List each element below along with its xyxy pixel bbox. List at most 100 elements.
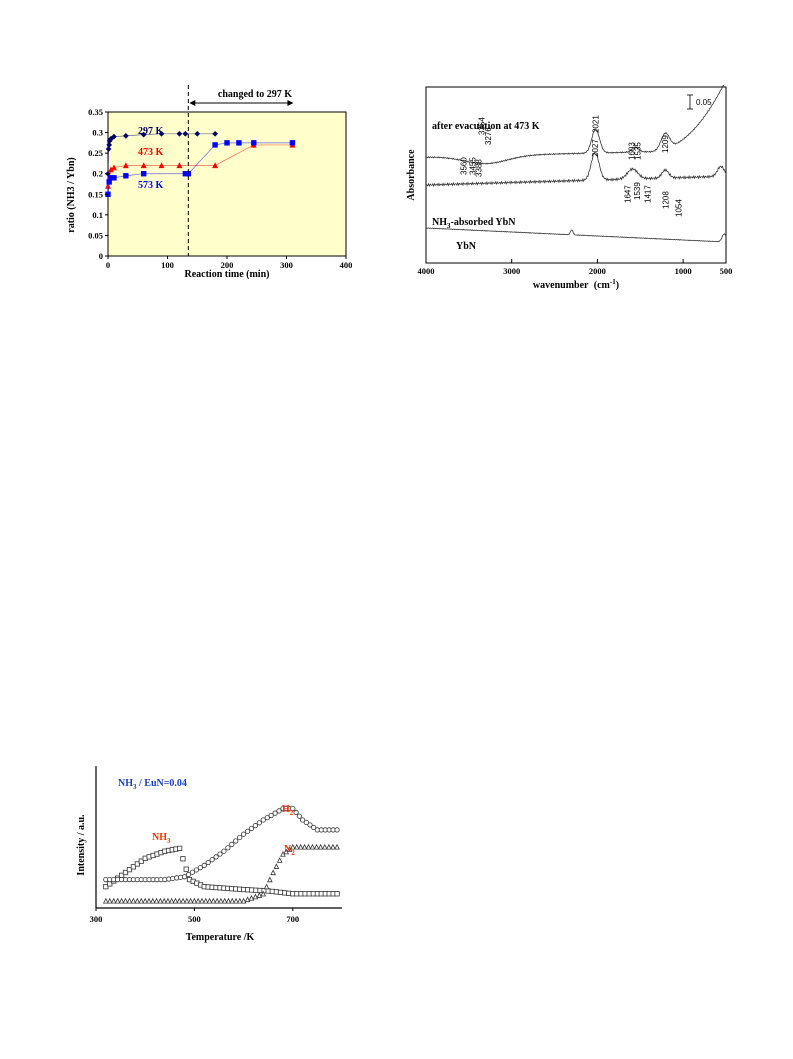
data-point (141, 171, 147, 177)
series-label-473k: 473 K (138, 147, 164, 158)
peak-label: 1417 (643, 185, 652, 203)
data-point (197, 865, 203, 871)
data-point (229, 897, 236, 904)
x-axis-label-sup: -1 (610, 278, 616, 286)
x-tick-label: 100 (161, 260, 174, 270)
peak-label: 3560 (460, 157, 469, 175)
peak-label: 3455 (469, 157, 478, 175)
data-point (252, 893, 259, 900)
data-point (199, 897, 205, 904)
peak-label: 1603 (627, 142, 636, 160)
series-label-n2: N2 (284, 844, 295, 857)
arrow-head-left (189, 100, 196, 106)
data-point (260, 817, 266, 823)
data-point (221, 848, 227, 854)
y-tick-label: 0 (99, 251, 103, 261)
y-tick-label: 0.05 (88, 230, 103, 240)
data-point (300, 817, 306, 823)
data-point (229, 841, 235, 847)
data-point (326, 843, 332, 850)
data-point (244, 896, 251, 903)
data-point (296, 813, 302, 819)
x-axis-label: wavenumber (cm-1) (533, 278, 619, 291)
data-point (122, 897, 129, 904)
data-point (142, 897, 149, 904)
data-point (158, 162, 165, 169)
data-point (134, 861, 140, 867)
data-point (334, 827, 340, 833)
data-point (212, 162, 219, 169)
x-tick-label: 700 (286, 914, 299, 924)
data-point (233, 897, 239, 904)
data-point (236, 140, 242, 146)
data-point (248, 894, 255, 901)
x-axis-label-text: wavenumber (533, 280, 589, 291)
data-point (248, 825, 255, 832)
x-axis-label-unit: (cm (594, 280, 611, 291)
series-label-h2: H2 (282, 804, 294, 817)
data-point (266, 876, 273, 883)
x-tick-label: 2000 (589, 266, 606, 276)
peak-label: 1054 (675, 199, 684, 217)
data-point (236, 897, 243, 904)
data-point (122, 162, 129, 169)
x-tick-label: 1000 (675, 266, 692, 276)
y-axis-label: Intensity / a.u. (76, 814, 87, 876)
data-point (256, 892, 263, 898)
x-tick-label: 200 (221, 260, 234, 270)
data-point (202, 897, 209, 904)
curve-label-ybn: YbN (456, 241, 477, 252)
data-point (301, 843, 308, 850)
x-tick-label: 3000 (503, 266, 520, 276)
data-point (111, 175, 117, 181)
curve-label-nh3-absorbed: NH3-absorbed YbN (432, 217, 516, 230)
data-point (309, 843, 316, 850)
data-point (189, 869, 196, 875)
data-point (289, 843, 296, 850)
data-point (194, 130, 201, 137)
peak-label: 1647 (624, 185, 633, 203)
data-point (237, 834, 243, 841)
data-point (172, 897, 179, 904)
data-point (273, 863, 280, 869)
arrow-head-right (287, 100, 294, 106)
data-point (146, 897, 152, 904)
data-point (126, 867, 133, 873)
data-point (138, 897, 145, 904)
data-point (260, 890, 267, 897)
data-point (103, 884, 109, 890)
data-point (214, 897, 220, 904)
data-point (182, 130, 189, 137)
peak-label: 2021 (592, 115, 601, 133)
adsorption-ratio-chart: 0 100 200 300 400 0 0.05 0.1 0.15 0.2 0.25 0.3 0.35 … (60, 85, 360, 285)
data-point (241, 831, 247, 837)
peak-label: 2027 (591, 139, 600, 157)
data-point (209, 857, 215, 863)
series-label-297k: 297 K (138, 126, 164, 137)
data-point (161, 897, 167, 904)
data-point (201, 862, 207, 869)
data-point (149, 897, 156, 904)
data-point (251, 140, 257, 146)
x-axis-label: Temperature /K (186, 932, 255, 943)
data-point (102, 897, 109, 904)
data-point (114, 897, 121, 904)
data-point (118, 897, 125, 904)
data-point (289, 140, 296, 146)
data-point (212, 142, 218, 148)
data-point (221, 897, 228, 904)
peak-label: 1208 (661, 191, 670, 209)
spectrum-ybn (425, 227, 727, 243)
data-point (264, 815, 270, 821)
peak-label: 1209 (661, 135, 670, 153)
y-tick-label: 0.2 (92, 169, 103, 179)
data-point (176, 162, 183, 169)
peak-label: 1539 (633, 182, 642, 200)
data-point (130, 864, 136, 870)
adsorption-ratio-svg: 0 100 200 300 40000.050.10.150.20.250.30.35 … (66, 85, 352, 280)
data-point (317, 843, 324, 850)
x-tick-label: 300 (280, 260, 293, 270)
data-point (138, 858, 144, 864)
peak-label: 3276 (484, 127, 493, 145)
